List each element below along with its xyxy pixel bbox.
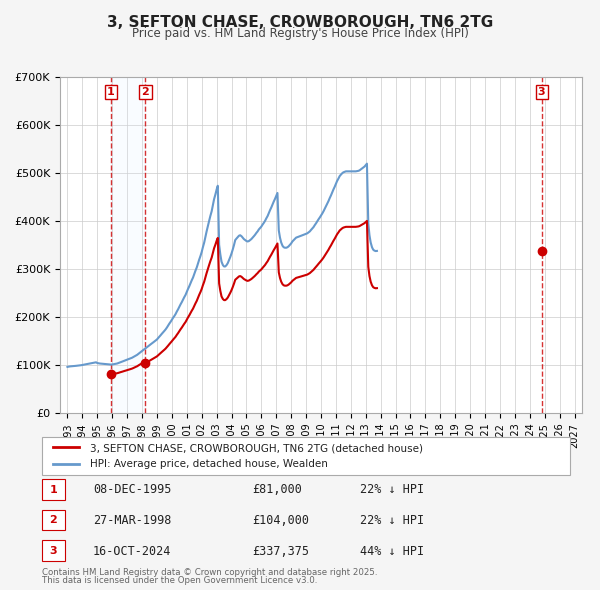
Text: 27-MAR-1998: 27-MAR-1998 bbox=[93, 514, 172, 527]
FancyBboxPatch shape bbox=[42, 437, 570, 475]
Text: 16-OCT-2024: 16-OCT-2024 bbox=[93, 545, 172, 558]
Text: 1: 1 bbox=[107, 87, 115, 97]
Text: 2: 2 bbox=[142, 87, 149, 97]
Text: 3: 3 bbox=[50, 546, 57, 556]
Text: 3, SEFTON CHASE, CROWBOROUGH, TN6 2TG (detached house): 3, SEFTON CHASE, CROWBOROUGH, TN6 2TG (d… bbox=[89, 443, 422, 453]
Text: Price paid vs. HM Land Registry's House Price Index (HPI): Price paid vs. HM Land Registry's House … bbox=[131, 27, 469, 40]
Text: 22% ↓ HPI: 22% ↓ HPI bbox=[360, 514, 424, 527]
Text: 22% ↓ HPI: 22% ↓ HPI bbox=[360, 483, 424, 496]
Text: This data is licensed under the Open Government Licence v3.0.: This data is licensed under the Open Gov… bbox=[42, 576, 317, 585]
Text: 08-DEC-1995: 08-DEC-1995 bbox=[93, 483, 172, 496]
Text: HPI: Average price, detached house, Wealden: HPI: Average price, detached house, Weal… bbox=[89, 459, 328, 469]
Text: £337,375: £337,375 bbox=[252, 545, 309, 558]
Text: 2: 2 bbox=[50, 516, 57, 525]
Text: £104,000: £104,000 bbox=[252, 514, 309, 527]
Text: 1: 1 bbox=[50, 485, 57, 494]
Text: £81,000: £81,000 bbox=[252, 483, 302, 496]
Text: 44% ↓ HPI: 44% ↓ HPI bbox=[360, 545, 424, 558]
Text: 3: 3 bbox=[538, 87, 545, 97]
Text: 3, SEFTON CHASE, CROWBOROUGH, TN6 2TG: 3, SEFTON CHASE, CROWBOROUGH, TN6 2TG bbox=[107, 15, 493, 30]
Text: Contains HM Land Registry data © Crown copyright and database right 2025.: Contains HM Land Registry data © Crown c… bbox=[42, 568, 377, 577]
Bar bbox=[111, 77, 145, 413]
